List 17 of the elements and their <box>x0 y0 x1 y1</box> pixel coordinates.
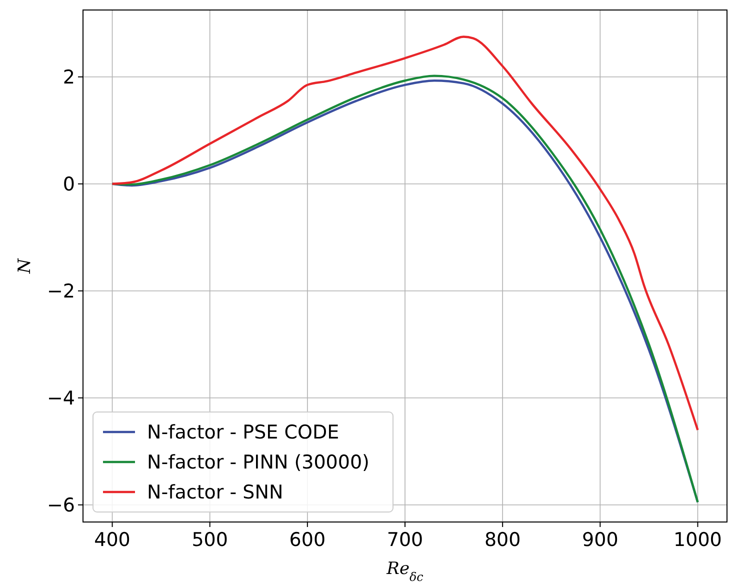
x-tick-label: 400 <box>94 529 130 551</box>
x-axis-title: Re$_{δc}$ <box>386 559 424 584</box>
y-tick-label: −6 <box>46 494 75 517</box>
y-tick-label: 0 <box>62 174 75 196</box>
x-tick-label: 900 <box>582 529 618 551</box>
y-tick-label: 2 <box>62 66 75 89</box>
legend-label: N-factor - PINN (30000) <box>147 452 370 474</box>
y-axis-title: N <box>15 257 35 274</box>
y-tick-label: −2 <box>46 280 75 303</box>
x-tick-label: 800 <box>484 529 521 551</box>
legend-label: N-factor - PSE CODE <box>147 422 340 444</box>
x-tick-label: 700 <box>386 529 424 551</box>
x-tick-label: 600 <box>289 529 326 551</box>
x-tick-label: 1000 <box>674 529 722 551</box>
legend-label: N-factor - SNN <box>147 482 284 504</box>
y-tick-label: −4 <box>46 388 75 410</box>
x-tick-label: 500 <box>192 529 228 551</box>
